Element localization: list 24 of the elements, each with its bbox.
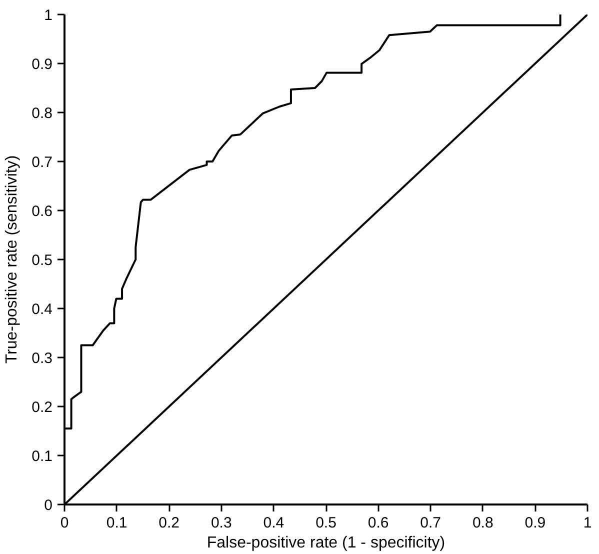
x-tick-label: 0.2 <box>158 514 180 532</box>
y-tick-label: 0.7 <box>32 154 53 171</box>
x-tick-label: 0.4 <box>263 514 284 532</box>
y-tick-label: 0.9 <box>32 56 53 73</box>
x-tick-label: 0.6 <box>368 514 389 532</box>
x-tick-label: 0.1 <box>106 514 128 532</box>
x-tick-label: 0.5 <box>316 514 336 532</box>
x-tick-label: 0 <box>60 514 69 532</box>
y-tick-label: 1 <box>44 7 52 24</box>
y-tick-label: 0 <box>44 497 52 514</box>
x-axis-title: False-positive rate (1 - specificity) <box>206 534 446 552</box>
y-axis-title: True-positive rate (sensitivity) <box>4 155 21 364</box>
y-tick-label: 0.4 <box>32 301 53 318</box>
y-tick-label: 0.8 <box>32 105 53 122</box>
x-tick-label: 0.8 <box>472 514 494 532</box>
x-tick-label: 1 <box>583 514 592 532</box>
y-tick-label: 0.2 <box>32 399 53 416</box>
x-tick-label: 0.3 <box>210 514 232 532</box>
x-tick-label: 0.9 <box>524 514 546 532</box>
y-tick-label: 0.1 <box>32 448 53 465</box>
y-tick-label: 0.3 <box>32 350 53 367</box>
x-tick-label: 0.7 <box>420 514 442 532</box>
y-tick-label: 0.5 <box>32 252 53 269</box>
y-tick-label: 0.6 <box>32 203 53 220</box>
